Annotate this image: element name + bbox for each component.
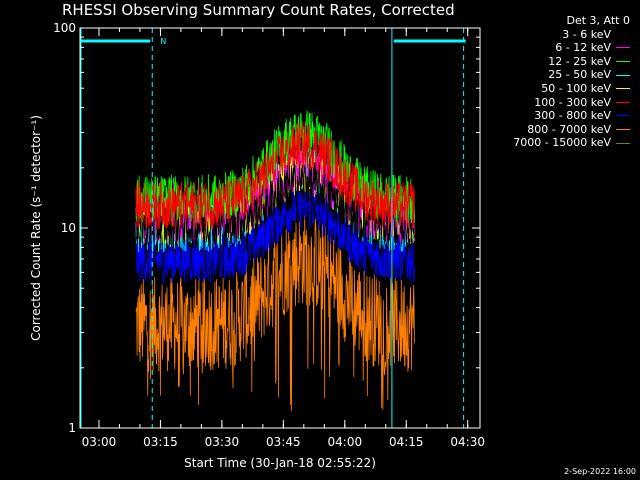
legend-label: 12 - 25 keV xyxy=(548,54,611,68)
legend-label: 6 - 12 keV xyxy=(555,41,611,55)
legend-label: 25 - 50 keV xyxy=(548,68,611,82)
series-line xyxy=(135,121,415,230)
y-axis-label: Corrected Count Rate (s⁻¹ detector⁻¹) xyxy=(29,115,43,341)
legend-label: 300 - 800 keV xyxy=(534,109,611,123)
axis-layer: 03:00 03:15 03:30 03:45 04:00 04:15 04:30 1 10 10… xyxy=(53,21,485,449)
x-tick-label: 04:15 xyxy=(389,435,424,449)
legend-entry: 100 - 300 keV xyxy=(513,96,630,110)
x-tick-label: 03:15 xyxy=(143,435,178,449)
legend-swatch xyxy=(616,115,630,117)
legend-swatch xyxy=(616,74,630,76)
legend-entries: 3 - 6 keV 6 - 12 keV 12 - 25 keV 25 - 50 ke… xyxy=(513,28,630,150)
legend-swatch xyxy=(616,61,630,63)
legend: Det 3, Att 0 3 - 6 keV 6 - 12 keV 12 - 25 … xyxy=(513,14,630,150)
legend-swatch xyxy=(616,33,630,35)
series-line xyxy=(135,215,415,412)
legend-swatch xyxy=(616,101,630,103)
legend-entry: 12 - 25 keV xyxy=(513,55,630,69)
series-line xyxy=(135,158,415,248)
legend-label: 50 - 100 keV xyxy=(541,81,611,95)
legend-label: 3 - 6 keV xyxy=(562,27,611,41)
chart-title: RHESSI Observing Summary Count Rates, Co… xyxy=(62,1,455,19)
legend-header: Det 3, Att 0 xyxy=(566,14,631,27)
legend-swatch xyxy=(616,142,630,144)
legend-label: 7000 - 15000 keV xyxy=(513,136,611,150)
x-tick-label: 03:00 xyxy=(82,435,117,449)
x-tick-label: 04:30 xyxy=(450,435,485,449)
x-tick-label: 03:45 xyxy=(266,435,301,449)
saa-flag: N xyxy=(160,37,166,46)
legend-swatch xyxy=(616,88,630,90)
y-tick-label: 1 xyxy=(68,421,76,435)
x-tick-label: 03:30 xyxy=(205,435,240,449)
y-tick-label: 100 xyxy=(53,21,76,35)
x-tick-label: 04:00 xyxy=(328,435,363,449)
legend-swatch xyxy=(616,129,630,131)
legend-entry: 800 - 7000 keV xyxy=(513,123,630,137)
legend-entry: 7000 - 15000 keV xyxy=(513,136,630,150)
legend-swatch xyxy=(616,47,630,49)
legend-entry: 50 - 100 keV xyxy=(513,82,630,96)
x-axis-label: Start Time (30-Jan-18 02:55:22) xyxy=(184,456,376,470)
y-tick-label: 10 xyxy=(61,221,76,235)
data-layer xyxy=(135,110,415,412)
date-stamp: 2-Sep-2022 16:00 xyxy=(564,467,636,476)
legend-entry: 6 - 12 keV xyxy=(513,41,630,55)
legend-entry: 25 - 50 keV xyxy=(513,68,630,82)
legend-label: 800 - 7000 keV xyxy=(527,122,611,136)
series-line xyxy=(135,182,415,285)
legend-entry: 3 - 6 keV xyxy=(513,28,630,42)
legend-label: 100 - 300 keV xyxy=(534,95,611,109)
legend-entry: 300 - 800 keV xyxy=(513,109,630,123)
